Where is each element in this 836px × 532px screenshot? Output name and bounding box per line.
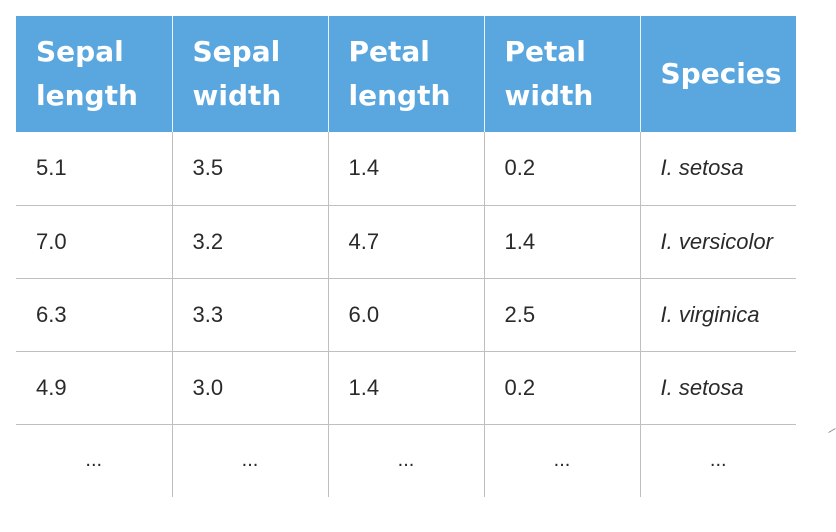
ellipsis-cell: ...	[171, 424, 328, 497]
header-row: Sepal length Sepal width Petal length Pe…	[16, 16, 796, 132]
header-sepal-width: Sepal width	[171, 16, 328, 132]
header-petal-width: Petal width	[483, 16, 640, 132]
header-petal-length: Petal length	[327, 16, 484, 132]
cell-petal-width: 2.5	[483, 278, 640, 352]
cell-petal-width: 0.2	[483, 351, 640, 425]
cell-sepal-length: 5.1	[16, 132, 172, 206]
cell-petal-length: 1.4	[327, 132, 484, 206]
cell-species: I. setosa	[639, 132, 796, 206]
cell-petal-width: 0.2	[483, 132, 640, 206]
cell-sepal-length: 7.0	[16, 205, 172, 279]
table-row: 5.1 3.5 1.4 0.2 I. setosa	[16, 132, 796, 206]
header-line: width	[192, 79, 282, 112]
cell-petal-length: 4.7	[327, 205, 484, 279]
cell-sepal-width: 3.5	[171, 132, 328, 206]
cell-petal-width: 1.4	[483, 205, 640, 279]
header-line: length	[36, 79, 138, 112]
header-line: Sepal	[36, 35, 124, 68]
data-table-container: Sepal length Sepal width Petal length Pe…	[16, 16, 796, 497]
ellipsis-cell: ...	[639, 424, 796, 497]
cell-sepal-length: 6.3	[16, 278, 172, 352]
cell-sepal-length: 4.9	[16, 351, 172, 425]
table-row: 6.3 3.3 6.0 2.5 I. virginica	[16, 278, 796, 352]
cell-sepal-width: 3.3	[171, 278, 328, 352]
header-line: Species	[660, 57, 782, 90]
ellipsis-cell: ...	[483, 424, 640, 497]
header-line: Petal	[348, 35, 430, 68]
cell-petal-length: 6.0	[327, 278, 484, 352]
ellipsis-cell: ...	[85, 449, 103, 472]
header-species: Species	[639, 16, 796, 132]
iris-data-table: Sepal length Sepal width Petal length Pe…	[16, 16, 796, 497]
cell-species: I. virginica	[639, 278, 796, 352]
table-header: Sepal length Sepal width Petal length Pe…	[16, 16, 796, 132]
header-sepal-length: Sepal length	[16, 16, 172, 132]
cell-species: I. versicolor	[639, 205, 796, 279]
header-line: width	[504, 79, 594, 112]
table-row: 7.0 3.2 4.7 1.4 I. versicolor	[16, 205, 796, 279]
cell-sepal-width: 3.0	[171, 351, 328, 425]
cell-petal-length: 1.4	[327, 351, 484, 425]
header-line: Sepal	[192, 35, 281, 68]
cell-sepal-width: 3.2	[171, 205, 328, 279]
ellipsis-cell: ...	[327, 424, 484, 497]
table-row: 4.9 3.0 1.4 0.2 I. setosa	[16, 351, 796, 425]
ellipsis-row: ... ... ... ... ...	[16, 424, 796, 497]
edge-mark	[828, 428, 836, 433]
table-body: 5.1 3.5 1.4 0.2 I. setosa 7.0 3.2 4.7 1.…	[16, 132, 796, 497]
header-line: length	[348, 79, 451, 112]
header-line: Petal	[504, 35, 586, 68]
cell-species: I. setosa	[639, 351, 796, 425]
